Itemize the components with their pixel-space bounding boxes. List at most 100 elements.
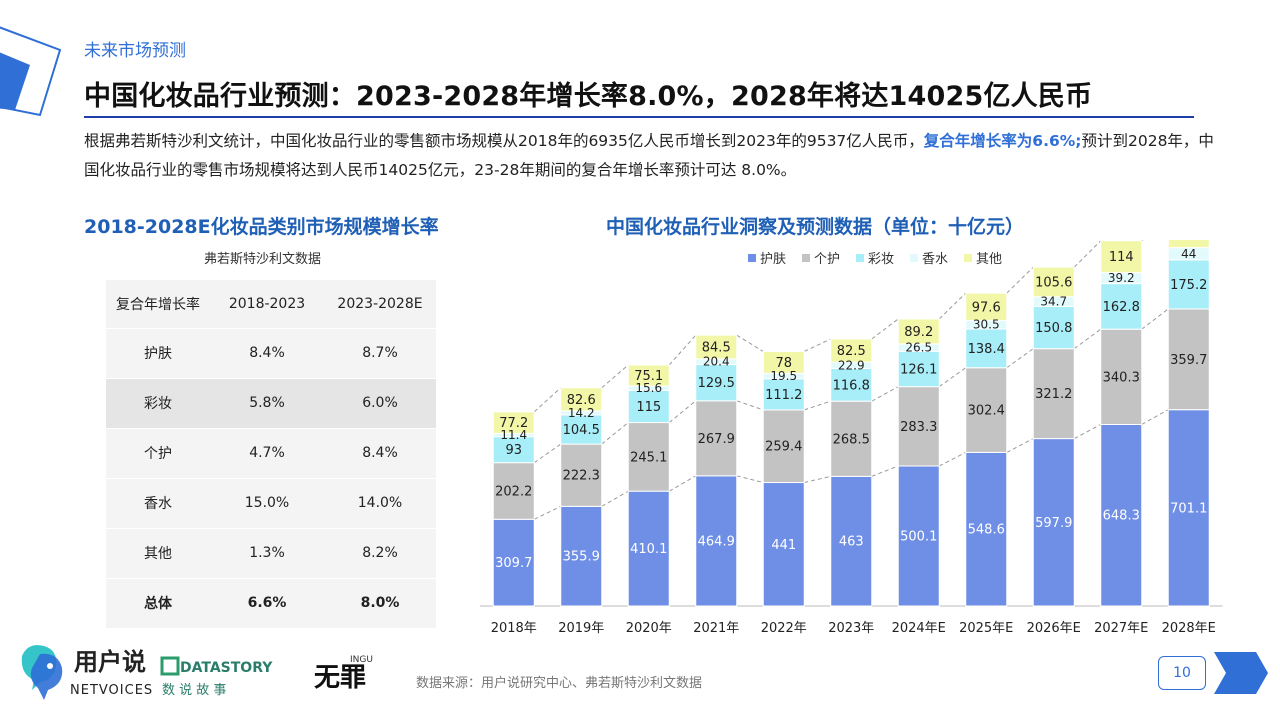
data-label-1-3: 267.9 [698, 432, 735, 447]
section-label: 未来市场预测 [84, 41, 186, 61]
trend-line-0-7 [1006, 438, 1034, 453]
title-divider [84, 116, 1194, 118]
data-label-2-7: 138.4 [968, 342, 1005, 357]
data-label-0-1: 355.9 [563, 550, 600, 565]
bar-2-10 [1167, 259, 1210, 310]
bar-1-3 [695, 400, 738, 477]
data-label-1-0: 202.2 [495, 484, 532, 499]
trend-line-4-4 [804, 338, 831, 352]
trend-line-1-4 [804, 400, 831, 411]
corner-decoration [0, 26, 62, 117]
data-label-2-8: 150.8 [1035, 321, 1072, 336]
intro-text-2: 预计到2028年，中国化妆品行业的零售市场规模将达到人民币14025亿元，23-… [84, 132, 1214, 179]
table-cell: 1.3% [210, 528, 324, 579]
bar-1-1 [560, 443, 603, 507]
trend-line-4-2 [668, 334, 697, 366]
table-row: 彩妆 5.8% 6.0% [106, 378, 436, 429]
data-label-4-7: 97.6 [972, 300, 1001, 315]
bar-4-0 [492, 411, 535, 434]
table-cell: 总体 [106, 578, 210, 629]
table-row: 香水 15.0% 14.0% [106, 478, 436, 529]
table-cell: 15.0% [210, 478, 324, 529]
table-row-total: 总体 6.6% 8.0% [106, 578, 436, 629]
trend-line-0-3 [736, 475, 764, 484]
data-label-4-9: 114 [1109, 250, 1134, 265]
data-label-3-10: 44 [1181, 247, 1196, 261]
data-label-1-2: 245.1 [630, 450, 667, 465]
table-cell: 8.2% [324, 528, 436, 579]
x-tick-label-10: 2028年E [1162, 621, 1216, 636]
x-tick-label-6: 2024年E [892, 621, 946, 636]
data-label-0-0: 309.7 [495, 556, 532, 571]
data-label-4-5: 82.5 [837, 344, 866, 359]
brand-en: NETVOICES [70, 683, 153, 698]
data-label-3-3: 20.4 [703, 355, 730, 369]
data-label-3-0: 11.4 [500, 428, 527, 442]
data-label-0-2: 410.1 [630, 542, 667, 557]
footer-logos: 用户说 NETVOICES DATASTORY 数 说 故 事 无罪 INGU [21, 645, 373, 700]
data-label-2-10: 175.2 [1170, 278, 1207, 293]
data-label-4-6: 89.2 [904, 325, 933, 340]
data-label-4-1: 82.6 [567, 393, 596, 408]
bar-0-5 [830, 475, 873, 607]
legend-label-0: 护肤 [760, 252, 786, 267]
next-arrow-icon [1214, 652, 1268, 694]
data-label-4-2: 75.1 [634, 369, 663, 384]
trend-line-0-1 [601, 490, 629, 507]
data-label-0-10: 701.1 [1170, 501, 1207, 516]
bar-1-10 [1167, 308, 1210, 411]
data-label-3-5: 22.9 [838, 358, 865, 372]
bar-0-4 [762, 482, 805, 607]
table-cell: 6.6% [210, 578, 324, 629]
legend-label-2: 彩妆 [868, 252, 894, 267]
table-row: 护肤 8.4% 8.7% [106, 328, 436, 379]
table-cell: 香水 [106, 478, 210, 529]
bar-0-9 [1100, 423, 1143, 607]
bar-4-7 [965, 292, 1008, 321]
data-label-1-6: 283.3 [900, 420, 937, 435]
x-tick-label-5: 2023年 [828, 621, 874, 636]
legend-label-1: 个护 [814, 252, 840, 267]
table-header: 复合年增长率 [106, 280, 210, 329]
trend-line-4-3 [736, 334, 764, 352]
growth-table-subtitle: 弗若斯特沙利文数据 [204, 252, 322, 267]
bar-4-4 [762, 350, 805, 374]
bar-1-0 [492, 462, 535, 520]
bar-4-1 [560, 387, 603, 412]
data-label-0-8: 597.9 [1035, 516, 1072, 531]
table-cell: 14.0% [324, 478, 436, 529]
bar-1-6 [897, 386, 940, 467]
trend-line-1-5 [871, 386, 899, 402]
trend-line-1-3 [736, 400, 764, 411]
data-label-0-9: 648.3 [1103, 509, 1140, 524]
trend-line-1-7 [1006, 348, 1034, 369]
bar-4-5 [830, 338, 873, 363]
bar-1-4 [762, 409, 805, 484]
trend-line-0-5 [871, 465, 899, 477]
bar-1-5 [830, 400, 873, 477]
table-cell: 8.7% [324, 328, 436, 379]
table-cell: 4.7% [210, 428, 324, 479]
table-cell: 护肤 [106, 328, 210, 379]
growth-rate-table: 复合年增长率 2018-2023 2023-2028E 护肤 8.4% 8.7%… [106, 280, 436, 629]
trend-line-0-6 [939, 451, 966, 467]
bar-2-4 [762, 378, 805, 411]
data-label-0-5: 463 [839, 535, 864, 550]
datastory-cn: 数 说 故 事 [162, 683, 226, 698]
data-label-0-6: 500.1 [900, 529, 937, 544]
bar-0-8 [1032, 438, 1075, 607]
data-label-3-7: 30.5 [973, 318, 1000, 332]
bar-4-10 [1167, 240, 1210, 249]
data-label-1-4: 259.4 [765, 440, 802, 455]
bar-2-2 [627, 389, 670, 424]
legend-swatch-2 [856, 254, 864, 262]
trend-line-1-8 [1073, 328, 1102, 350]
chart-title: 中国化妆品行业洞察及预测数据（单位：十亿元） [606, 216, 1025, 238]
trend-line-1-1 [601, 422, 629, 445]
trend-dash-lines [533, 240, 1169, 520]
data-label-4-0: 77.2 [499, 416, 528, 431]
table-cell: 8.0% [324, 578, 436, 629]
bar-2-5 [830, 367, 873, 402]
bar-2-7 [965, 328, 1008, 369]
data-label-2-4: 111.2 [765, 388, 802, 403]
